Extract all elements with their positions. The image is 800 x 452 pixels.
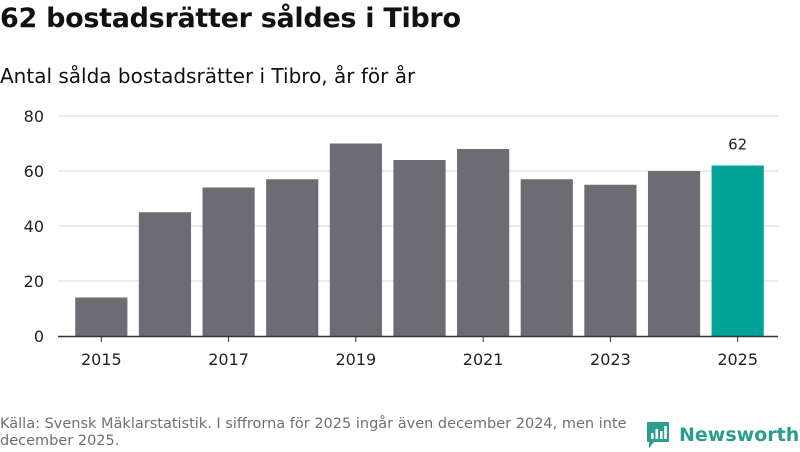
y-tick-label-40: 40 — [24, 217, 44, 236]
x-tick-label-2015: 2015 — [81, 350, 122, 369]
x-tick-label-2023: 2023 — [590, 350, 631, 369]
x-axis-ticks: 2015 2017 2019 2021 2023 2025 — [81, 336, 758, 369]
bar-2018 — [266, 179, 319, 336]
brand-name: Newsworthy — [679, 424, 800, 446]
bars — [58, 143, 778, 338]
bar-chart: 0 20 40 60 80 2015 2017 2019 2021 2023 2025 62 — [24, 107, 778, 369]
bar-2020 — [393, 160, 446, 336]
bar-2023 — [584, 184, 637, 336]
bar-2025 — [711, 165, 764, 336]
y-axis-ticks: 0 20 40 60 80 — [24, 107, 44, 346]
x-tick-label-2025: 2025 — [717, 350, 758, 369]
data-label-2025: 62 — [728, 136, 747, 154]
x-tick-label-2019: 2019 — [336, 350, 377, 369]
data-labels: 62 — [728, 136, 747, 154]
y-tick-label-80: 80 — [24, 107, 44, 126]
bar-2021 — [457, 149, 510, 336]
source-note: Källa: Svensk Mäklarstatistik. I siffror… — [0, 416, 627, 449]
bar-chart-logo-icon — [647, 422, 669, 448]
chart-title: 62 bostadsrätter såldes i Tibro — [0, 3, 461, 34]
bar-2016 — [138, 212, 192, 336]
bar-2019 — [329, 143, 382, 336]
y-tick-label-60: 60 — [24, 162, 44, 181]
chart-subtitle: Antal sålda bostadsrätter i Tibro, år fö… — [0, 64, 416, 88]
y-tick-label-20: 20 — [24, 272, 44, 291]
bar-2022 — [520, 179, 573, 336]
y-tick-label-0: 0 — [34, 327, 44, 346]
bar-2017 — [202, 187, 255, 336]
brand-logo[interactable]: Newsworthy — [645, 418, 800, 452]
bar-2015 — [75, 297, 128, 336]
x-tick-label-2017: 2017 — [208, 350, 249, 369]
bar-2024 — [647, 171, 701, 336]
x-tick-label-2021: 2021 — [463, 350, 504, 369]
